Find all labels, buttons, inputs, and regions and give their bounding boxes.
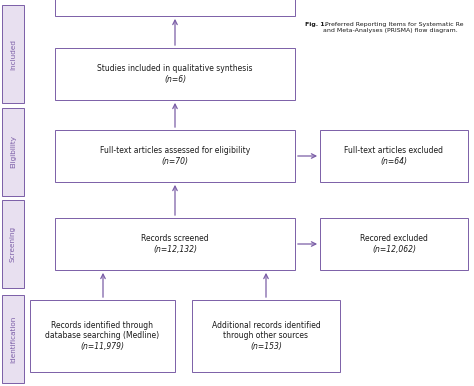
FancyBboxPatch shape xyxy=(55,0,295,16)
Text: (n=12,132): (n=12,132) xyxy=(153,245,197,254)
Text: Preferred Reporting Items for Systematic Re
and Meta-Analyses (PRISMA) flow diag: Preferred Reporting Items for Systematic… xyxy=(323,22,464,33)
Text: Records screened: Records screened xyxy=(141,234,209,243)
FancyBboxPatch shape xyxy=(2,5,24,103)
Text: (n=64): (n=64) xyxy=(381,157,408,166)
Text: through other sources: through other sources xyxy=(224,332,309,340)
FancyBboxPatch shape xyxy=(2,200,24,288)
Text: Records identified through: Records identified through xyxy=(52,320,154,330)
FancyBboxPatch shape xyxy=(30,300,175,372)
Text: (n=11,979): (n=11,979) xyxy=(81,342,125,352)
FancyBboxPatch shape xyxy=(320,130,468,182)
Text: Identification: Identification xyxy=(10,315,16,362)
Text: Screening: Screening xyxy=(10,226,16,262)
FancyBboxPatch shape xyxy=(320,218,468,270)
FancyBboxPatch shape xyxy=(2,295,24,383)
FancyBboxPatch shape xyxy=(55,218,295,270)
Text: Recored excluded: Recored excluded xyxy=(360,234,428,243)
Text: Fig. 1.: Fig. 1. xyxy=(305,22,327,27)
Text: database searching (Medline): database searching (Medline) xyxy=(46,332,160,340)
FancyBboxPatch shape xyxy=(2,108,24,196)
Text: Full-text articles assessed for eligibility: Full-text articles assessed for eligibil… xyxy=(100,146,250,155)
Text: Additional records identified: Additional records identified xyxy=(211,320,320,330)
Text: Included: Included xyxy=(10,39,16,69)
FancyBboxPatch shape xyxy=(55,130,295,182)
Text: (n=6): (n=6) xyxy=(164,75,186,84)
FancyBboxPatch shape xyxy=(55,48,295,100)
Text: (n=12,062): (n=12,062) xyxy=(372,245,416,254)
Text: Full-text articles excluded: Full-text articles excluded xyxy=(345,146,444,155)
Text: (n=153): (n=153) xyxy=(250,342,282,352)
Text: Eligibility: Eligibility xyxy=(10,135,16,169)
Text: Studies included in qualitative synthesis: Studies included in qualitative synthesi… xyxy=(97,64,253,73)
FancyBboxPatch shape xyxy=(192,300,340,372)
Text: (n=70): (n=70) xyxy=(162,157,189,166)
